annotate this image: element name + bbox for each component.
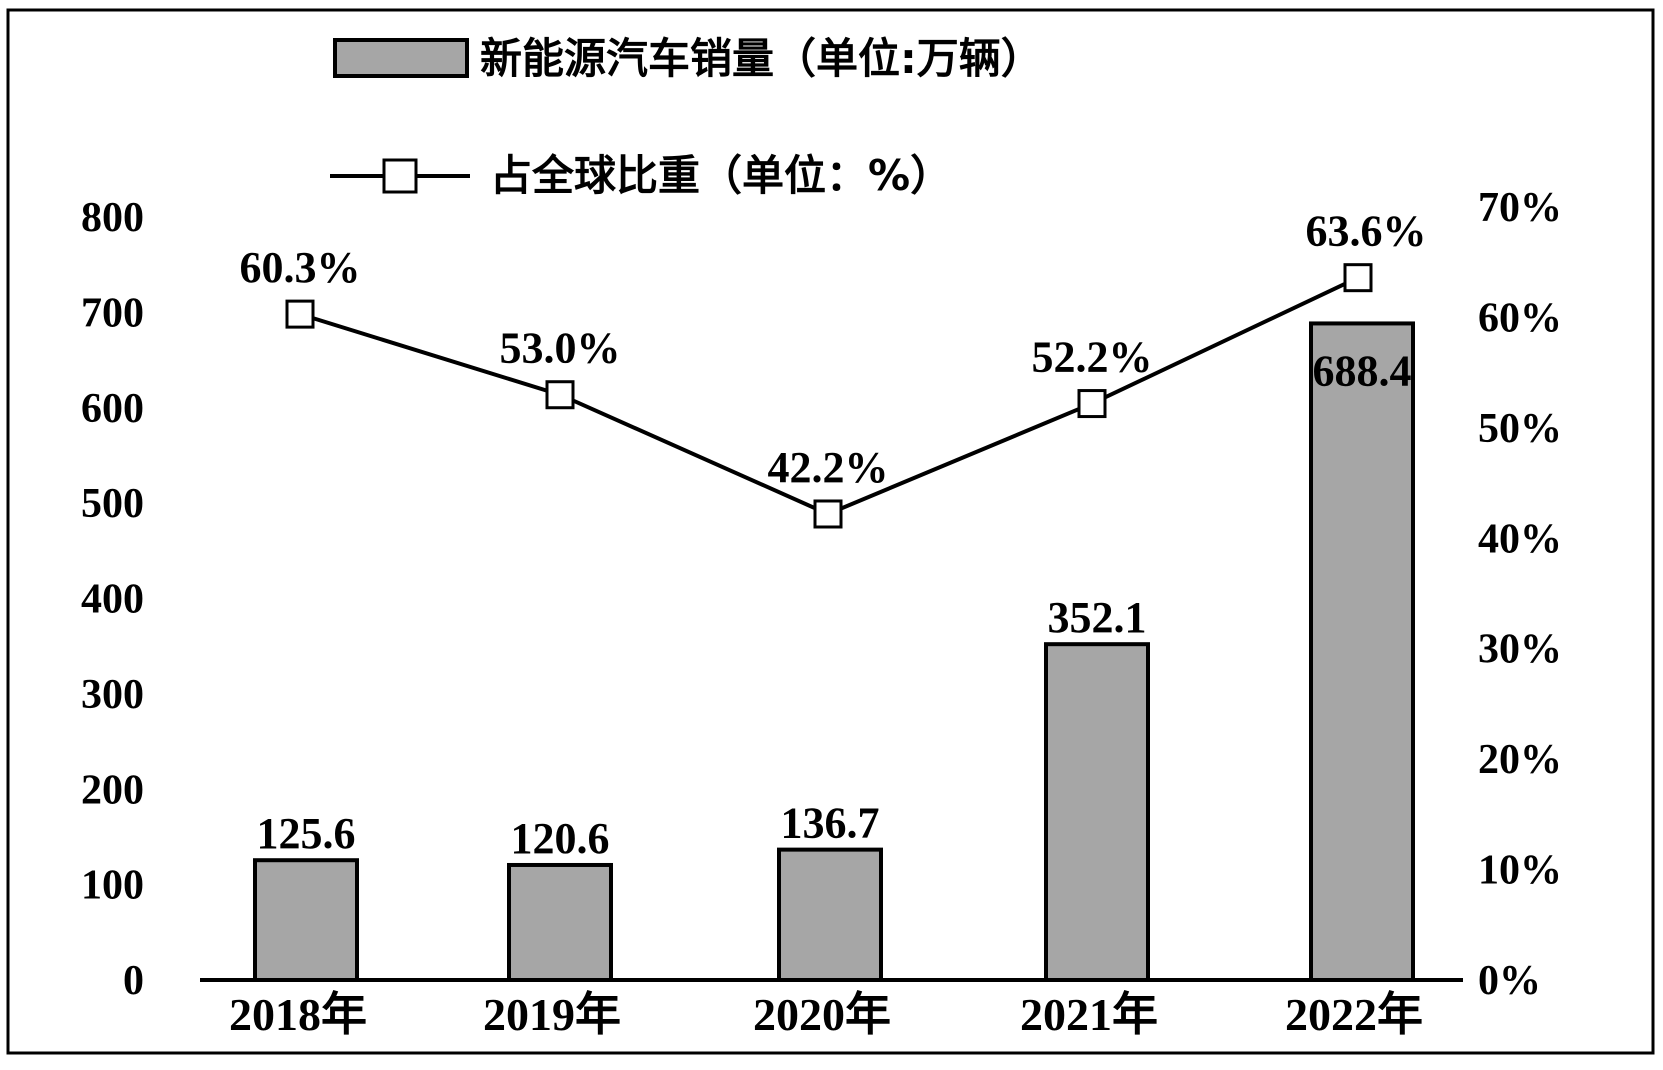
left-tick-label: 600 — [81, 386, 144, 432]
legend-line-label: 占全球比重（单位：%） — [490, 151, 952, 200]
bar — [1044, 642, 1150, 982]
line-value-label: 42.2% — [768, 443, 889, 492]
right-tick-label: 20% — [1478, 737, 1562, 783]
left-tick-label: 100 — [81, 863, 144, 909]
left-tick-label: 200 — [81, 767, 144, 813]
line-marker — [1343, 263, 1373, 293]
line-marker — [1077, 389, 1107, 419]
bar — [1309, 321, 1415, 983]
legend-line-marker — [382, 158, 418, 194]
bar — [777, 847, 883, 982]
bar — [507, 862, 613, 982]
line-value-labels: 60.3% 53.0% 42.2% 52.2% 63.6% — [240, 207, 1427, 492]
left-tick-label: 700 — [81, 290, 144, 336]
x-tick-label: 2018年 — [229, 989, 367, 1040]
line-value-label: 53.0% — [500, 324, 621, 373]
line-marker — [285, 299, 315, 329]
right-tick-label: 10% — [1478, 848, 1562, 894]
x-axis-labels: 2018年 2019年 2020年 2021年 2022年 — [229, 989, 1423, 1040]
line-marker — [813, 499, 843, 529]
line-value-label: 60.3% — [240, 243, 361, 292]
legend-bar-label: 新能源汽车销量（单位:万辆） — [480, 34, 1043, 83]
legend-bar-swatch — [333, 38, 469, 78]
line-marker — [545, 380, 575, 410]
x-tick-label: 2021年 — [1020, 989, 1158, 1040]
left-tick-label: 0 — [123, 958, 144, 1004]
left-tick-label: 300 — [81, 672, 144, 718]
bar-value-label: 120.6 — [511, 814, 610, 863]
right-tick-label: 30% — [1478, 627, 1562, 673]
x-tick-label: 2020年 — [753, 989, 891, 1040]
left-tick-label: 500 — [81, 481, 144, 527]
bar-value-label: 352.1 — [1048, 593, 1147, 642]
bar-value-label: 125.6 — [257, 809, 356, 858]
right-tick-label: 40% — [1478, 516, 1562, 562]
right-axis: 0% 10% 20% 30% 40% 50% 60% 70% — [1478, 185, 1562, 1004]
line-value-label: 63.6% — [1306, 207, 1427, 256]
line-series — [285, 263, 1373, 529]
chart-frame — [6, 8, 1655, 1055]
bar-value-label: 136.7 — [781, 799, 880, 848]
line-value-label: 52.2% — [1032, 333, 1153, 382]
x-tick-label: 2022年 — [1285, 989, 1423, 1040]
bar — [253, 858, 359, 982]
right-tick-label: 50% — [1478, 406, 1562, 452]
legend: 新能源汽车销量（单位:万辆） 占全球比重（单位：%） — [330, 34, 1043, 200]
bar-value-label: 688.4 — [1313, 346, 1412, 395]
left-tick-label: 400 — [81, 577, 144, 623]
right-tick-label: 60% — [1478, 295, 1562, 341]
right-tick-label: 0% — [1478, 958, 1541, 1004]
left-axis: 0 100 200 300 400 500 600 700 800 — [81, 195, 144, 1004]
x-tick-label: 2019年 — [483, 989, 621, 1040]
right-tick-label: 70% — [1478, 185, 1562, 231]
left-tick-label: 800 — [81, 195, 144, 241]
bar-series — [253, 321, 1415, 983]
bar-value-labels: 125.6 120.6 136.7 352.1 688.4 — [257, 346, 1412, 863]
